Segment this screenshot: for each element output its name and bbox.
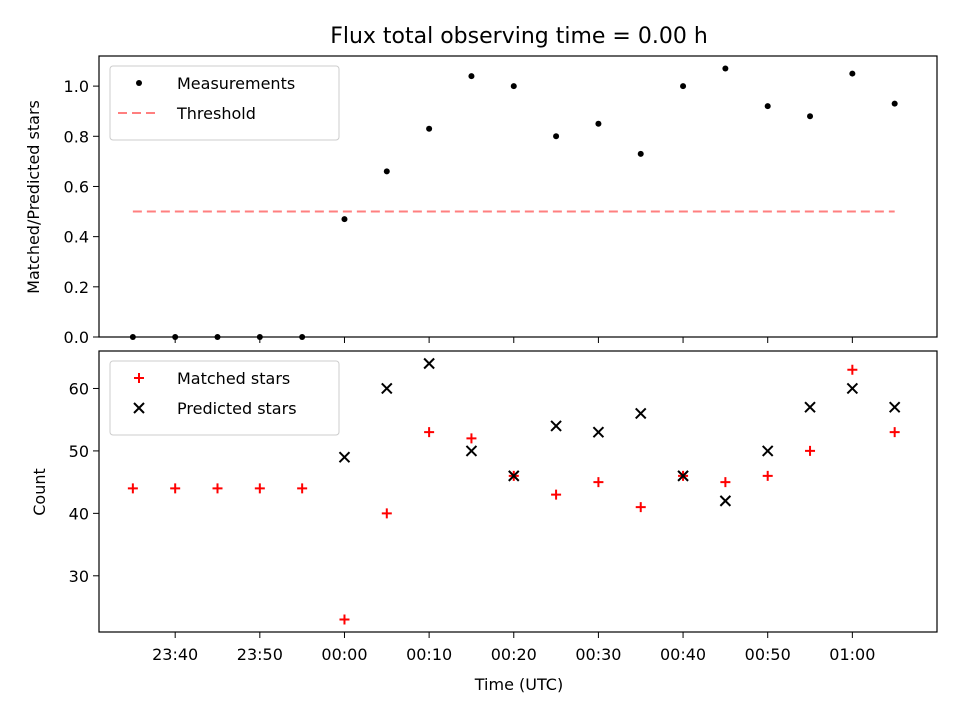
- predicted-stars-point: [635, 407, 647, 420]
- predicted-stars-point: [550, 420, 562, 432]
- measurements-point: [214, 334, 221, 340]
- measurements-point: [807, 113, 814, 120]
- matched-stars-point: [847, 364, 858, 375]
- x-tick-label: 00:40: [660, 645, 706, 664]
- y-tick-label: 0.0: [64, 328, 89, 347]
- measurements-point: [849, 70, 856, 77]
- x-tick-label: 00:30: [575, 645, 621, 664]
- x-tick-label: 00:50: [745, 645, 791, 664]
- y-tick-label: 60: [69, 379, 89, 398]
- predicted-stars-point: [338, 451, 351, 463]
- measurements-point: [426, 125, 433, 132]
- y-tick-label: 0.8: [64, 127, 89, 146]
- predicted-stars-point: [381, 382, 393, 395]
- matched-stars-point: [254, 483, 265, 494]
- plot-frame: [98, 350, 938, 633]
- matched-stars-point: [635, 502, 646, 513]
- measurements-point: [341, 216, 348, 223]
- predicted-stars-point: [508, 470, 520, 482]
- y-tick-label: 0.4: [64, 228, 89, 247]
- measurements-point: [680, 83, 687, 90]
- matched-stars-point: [551, 489, 562, 500]
- measurements-point: [722, 65, 729, 72]
- predicted-stars-point: [465, 445, 478, 457]
- matched-stars-point: [339, 614, 350, 625]
- matched-stars-point: [170, 483, 181, 494]
- matched-stars-point: [593, 477, 604, 488]
- predicted-stars-point: [804, 401, 816, 413]
- y-tick-label: 0.6: [64, 177, 89, 196]
- measurements-point: [553, 133, 560, 140]
- measurements-point: [510, 83, 517, 90]
- measurements-point: [891, 100, 898, 107]
- y-tick-label: 1.0: [64, 77, 89, 96]
- x-tick-label: 00:10: [406, 645, 452, 664]
- legend-label: Predicted stars: [177, 399, 297, 418]
- matched-stars-point: [127, 483, 138, 494]
- top-panel: 0.0 0.2 0.4 0.6 0.8 1.0 Measurements Threshold: [64, 55, 938, 347]
- matched-stars-point: [212, 483, 223, 494]
- legend-label: Measurements: [177, 74, 295, 93]
- matched-stars-point: [297, 483, 308, 494]
- legend-key-predicted-stars: [133, 402, 145, 414]
- measurements-point: [256, 334, 263, 340]
- top-y-axis-label: Matched/Predicted stars: [24, 100, 43, 294]
- predicted-stars-point: [719, 495, 732, 507]
- x-axis-label: Time (UTC): [474, 675, 563, 694]
- predicted-stars-point: [592, 426, 605, 438]
- predicted-stars-point: [846, 382, 859, 395]
- y-tick-label: 40: [69, 504, 89, 523]
- matched-stars-point: [381, 508, 392, 519]
- x-tick-label: 23:40: [152, 645, 198, 664]
- matched-stars-point: [424, 427, 435, 438]
- measurements-point: [129, 334, 136, 340]
- measurements-point: [764, 103, 771, 110]
- measurements-point: [468, 73, 475, 80]
- predicted-stars-point: [761, 445, 774, 457]
- legend-box: [109, 65, 340, 141]
- y-tick-label: 30: [69, 567, 89, 586]
- predicted-stars-point: [423, 357, 435, 370]
- bottom-y-axis-label: Count: [30, 468, 49, 516]
- matched-stars-point: [466, 433, 477, 444]
- y-tick-label: 50: [69, 442, 89, 461]
- legend-key-matched-stars: [134, 373, 144, 383]
- matched-stars-point: [889, 427, 900, 438]
- measurements-point: [383, 168, 390, 175]
- matched-stars-point: [805, 445, 816, 456]
- bottom-panel: 23:40 23:50 00:00 00:10 00:20 00:30 00:40 00:50…: [69, 350, 938, 664]
- legend-label: Threshold: [176, 104, 256, 123]
- legend-key-measurements: [136, 80, 142, 86]
- measurements-point: [172, 334, 179, 340]
- x-tick-label: 00:20: [491, 645, 537, 664]
- measurements-point: [299, 334, 306, 340]
- chart-title: Flux total observing time = 0.00 h: [330, 24, 708, 49]
- measurements-point: [595, 120, 602, 127]
- x-tick-label: 23:50: [237, 645, 283, 664]
- measurements-point: [637, 150, 644, 157]
- plot-frame: [98, 55, 938, 338]
- y-tick-label: 0.2: [64, 278, 89, 297]
- x-tick-label: 00:00: [321, 645, 367, 664]
- matched-stars-point: [720, 477, 731, 488]
- x-tick-label: 01:00: [829, 645, 875, 664]
- matched-stars-point: [762, 470, 773, 481]
- legend-label: Matched stars: [177, 369, 290, 388]
- legend-box: [109, 360, 340, 436]
- predicted-stars-point: [677, 470, 689, 482]
- predicted-stars-point: [888, 401, 901, 413]
